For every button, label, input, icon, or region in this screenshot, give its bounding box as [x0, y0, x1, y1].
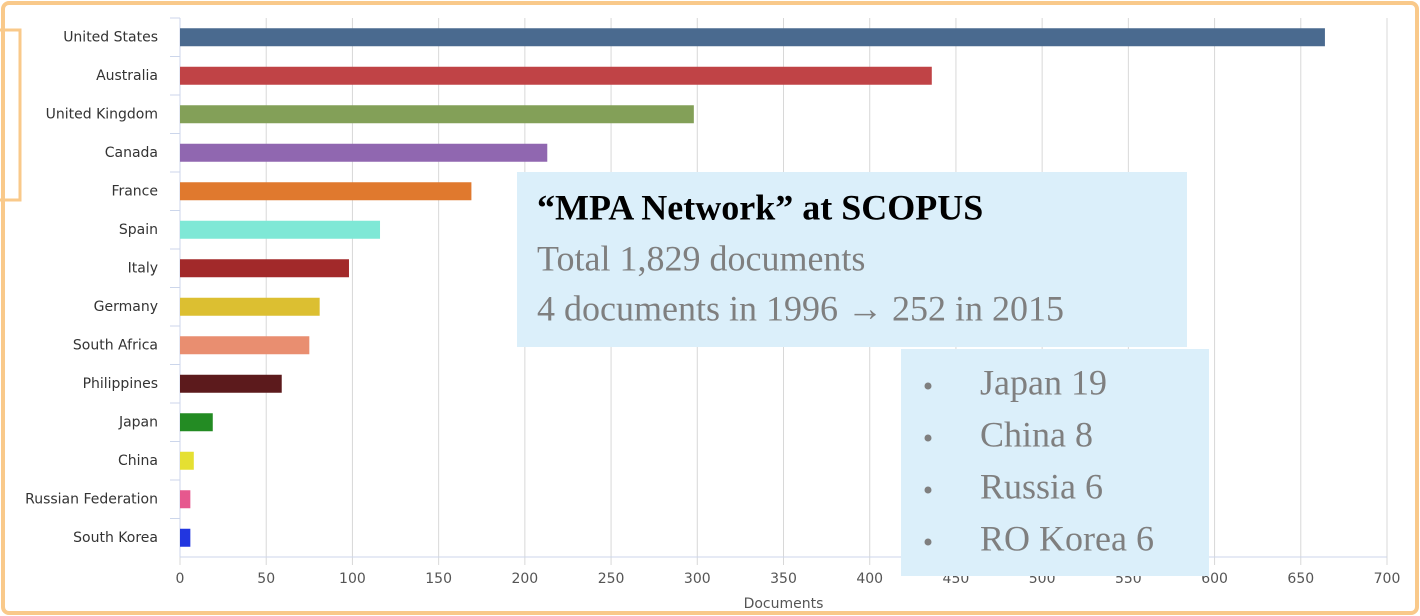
bullet-dot	[924, 434, 932, 442]
bullet-item: China 8	[980, 414, 1093, 454]
x-tick-label: 50	[257, 571, 275, 587]
bar	[180, 297, 320, 316]
annotation-line: 4 documents in 1996 → 252 in 2015	[537, 288, 1064, 328]
x-tick-label: 100	[339, 571, 366, 587]
y-tick-label: Australia	[96, 68, 158, 84]
x-axis-label: Documents	[744, 596, 824, 612]
annotation-box	[517, 172, 1187, 347]
bar	[180, 66, 932, 85]
x-tick-label: 650	[1287, 571, 1314, 587]
y-tick-label: United States	[63, 29, 158, 45]
x-tick-label: 350	[770, 571, 797, 587]
side-frame	[0, 28, 22, 202]
y-tick-label: Russian Federation	[25, 491, 158, 507]
bullet-dot	[924, 486, 932, 494]
annotation-title: “MPA Network” at SCOPUS	[537, 187, 983, 227]
x-tick-label: 200	[511, 571, 538, 587]
bar	[180, 259, 349, 278]
y-tick-label: Germany	[94, 299, 158, 315]
bullet-list: Japan 19 China 8 Russia 6 RO Korea 6	[924, 362, 1154, 558]
bar	[180, 451, 194, 470]
x-tick-label: 300	[684, 571, 711, 587]
y-tick-label: South Africa	[73, 337, 158, 353]
bar	[180, 28, 1325, 47]
y-tick-label: Spain	[119, 222, 158, 238]
bar	[180, 105, 694, 124]
bar	[180, 374, 282, 393]
bar	[180, 182, 472, 201]
bullet-dot	[924, 538, 932, 546]
x-tick-label: 700	[1374, 571, 1401, 587]
bar	[180, 528, 191, 547]
bullet-item: Japan 19	[980, 362, 1107, 402]
y-tick-label: Italy	[128, 260, 158, 276]
bullet-item: Russia 6	[980, 466, 1103, 506]
annotation-line: Total 1,829 documents	[537, 238, 865, 278]
x-tick-label: 400	[856, 571, 883, 587]
x-tick-label: 150	[425, 571, 452, 587]
bar	[180, 336, 310, 355]
bullet-dot	[924, 382, 932, 390]
y-tick-label: France	[111, 183, 158, 199]
y-tick-label: Japan	[118, 414, 158, 430]
bullet-box	[901, 349, 1209, 576]
bar	[180, 220, 381, 239]
y-tick-label: Philippines	[83, 376, 158, 392]
bullet-item: RO Korea 6	[980, 518, 1154, 558]
x-tick-label: 0	[176, 571, 185, 587]
bar	[180, 413, 213, 432]
y-tick-label: Canada	[105, 145, 158, 161]
x-tick-label: 250	[598, 571, 625, 587]
y-tick-label: South Korea	[73, 530, 158, 546]
bar	[180, 490, 191, 509]
bar	[180, 143, 548, 162]
y-tick-label: China	[118, 453, 158, 469]
y-tick-label: United Kingdom	[46, 106, 158, 122]
